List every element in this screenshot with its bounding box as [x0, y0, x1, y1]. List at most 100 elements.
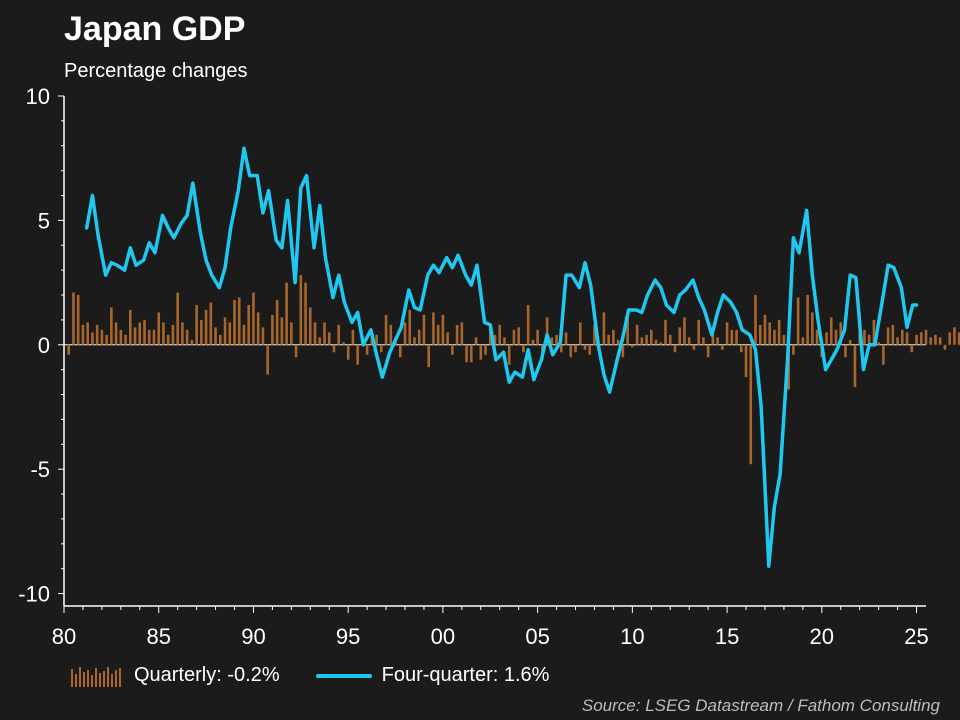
quarterly-bar: [773, 329, 776, 345]
quarterly-bar: [408, 309, 412, 345]
quarterly-bar: [110, 307, 113, 345]
quarterly-bar: [143, 319, 146, 345]
quarterly-bar: [308, 307, 312, 345]
quarterly-bar: [427, 344, 430, 368]
quarterly-bar: [252, 292, 255, 345]
quarterly-bar: [384, 314, 388, 345]
quarterly-bar: [645, 334, 648, 345]
quarterly-bar: [470, 344, 473, 363]
quarterly-bar: [692, 344, 696, 350]
quarterly-bar: [882, 344, 885, 365]
source-note: Source: LSEG Datastream / Fathom Consult…: [581, 696, 940, 715]
quarterly-bar: [200, 319, 203, 345]
quarterly-bar: [706, 344, 710, 358]
quarterly-bar: [872, 319, 876, 345]
quarterly-bars: [67, 275, 960, 465]
quarterly-bar: [891, 324, 895, 345]
quarterly-bar: [919, 332, 923, 345]
x-tick-label: 80: [52, 624, 76, 649]
quarterly-bar: [76, 295, 80, 345]
quarterly-bar: [924, 329, 928, 345]
quarterly-bar: [498, 324, 502, 345]
quarterly-bar: [91, 332, 94, 345]
quarterly-bar: [739, 344, 743, 353]
quarterly-bar: [105, 334, 108, 345]
quarterly-bar: [564, 332, 568, 345]
quarterly-bar: [877, 342, 880, 345]
quarterly-bar: [166, 334, 170, 345]
quarterly-bar: [735, 329, 738, 345]
quarterly-bar: [702, 337, 705, 345]
quarterly-bar: [721, 344, 724, 350]
quarterly-bar: [583, 344, 587, 350]
quarterly-bar: [446, 332, 449, 345]
quarterly-bar: [697, 319, 700, 345]
quarterly-bar: [777, 319, 781, 345]
quarterly-bar: [380, 344, 383, 353]
quarterly-bar: [522, 344, 525, 353]
quarterly-bar: [844, 344, 847, 358]
quarterly-bar: [806, 295, 809, 345]
quarterly-bar: [493, 334, 497, 345]
quarterly-bar: [95, 324, 99, 345]
quarterly-bar: [100, 329, 104, 345]
four-quarter-line: [84, 146, 919, 568]
four-quarter-line-layer: [84, 146, 919, 568]
x-tick-label: 20: [810, 624, 834, 649]
quarterly-bar: [152, 329, 156, 345]
quarterly-bar: [616, 339, 620, 345]
quarterly-bar: [678, 327, 682, 345]
x-tick-label: 25: [904, 624, 928, 649]
quarterly-bar: [176, 292, 179, 345]
quarterly-bar: [673, 344, 677, 353]
quarterly-bar: [465, 344, 468, 363]
x-tick-label: 90: [241, 624, 265, 649]
quarterly-bar: [815, 329, 819, 345]
quarterly-bar: [782, 334, 786, 345]
quarterly-bar: [237, 297, 241, 345]
x-tick-label: 85: [146, 624, 170, 649]
quarterly-bar: [432, 312, 435, 345]
quarterly-bar: [417, 329, 421, 345]
quarterly-bar: [531, 339, 535, 345]
quarterly-bar: [488, 327, 492, 345]
quarterly-bar: [545, 317, 549, 345]
x-tick-label: 00: [431, 624, 455, 649]
quarterly-bar: [687, 337, 691, 345]
quarterly-bar: [337, 324, 340, 345]
quarterly-bar: [114, 322, 118, 345]
quarterly-bar: [271, 314, 274, 345]
x-tick-label: 05: [525, 624, 549, 649]
legend-label-four-quarter: Four-quarter: 1.6%: [381, 664, 550, 686]
quarterly-bar: [280, 317, 284, 345]
quarterly-bar: [299, 275, 303, 345]
quarterly-bar: [332, 344, 336, 353]
quarterly-bar: [683, 317, 686, 345]
quarterly-bar: [503, 337, 506, 345]
quarterly-bar: [119, 329, 123, 345]
quarterly-bar: [635, 324, 639, 345]
quarterly-bar: [517, 327, 520, 345]
quarterly-bar: [569, 344, 573, 358]
quarterly-bar: [834, 329, 838, 345]
y-tick-label: -10: [18, 582, 50, 607]
quarterly-bar: [138, 322, 142, 345]
x-tick-label: 15: [715, 624, 739, 649]
y-tick-label: 0: [38, 333, 50, 358]
quarterly-bar: [72, 292, 75, 345]
quarterly-bar: [162, 322, 165, 345]
quarterly-bar: [626, 317, 629, 345]
quarterly-bar: [133, 327, 137, 345]
quarterly-bar: [929, 337, 933, 345]
quarterly-bar: [560, 344, 563, 353]
quarterly-bar: [157, 312, 161, 345]
chart-title: Japan GDP: [64, 10, 246, 48]
quarterly-bar: [318, 337, 322, 345]
quarterly-bar: [171, 324, 175, 345]
quarterly-bar: [455, 324, 459, 345]
quarterly-bar: [223, 317, 227, 345]
quarterly-bar: [668, 334, 672, 345]
quarterly-bar: [526, 304, 530, 345]
